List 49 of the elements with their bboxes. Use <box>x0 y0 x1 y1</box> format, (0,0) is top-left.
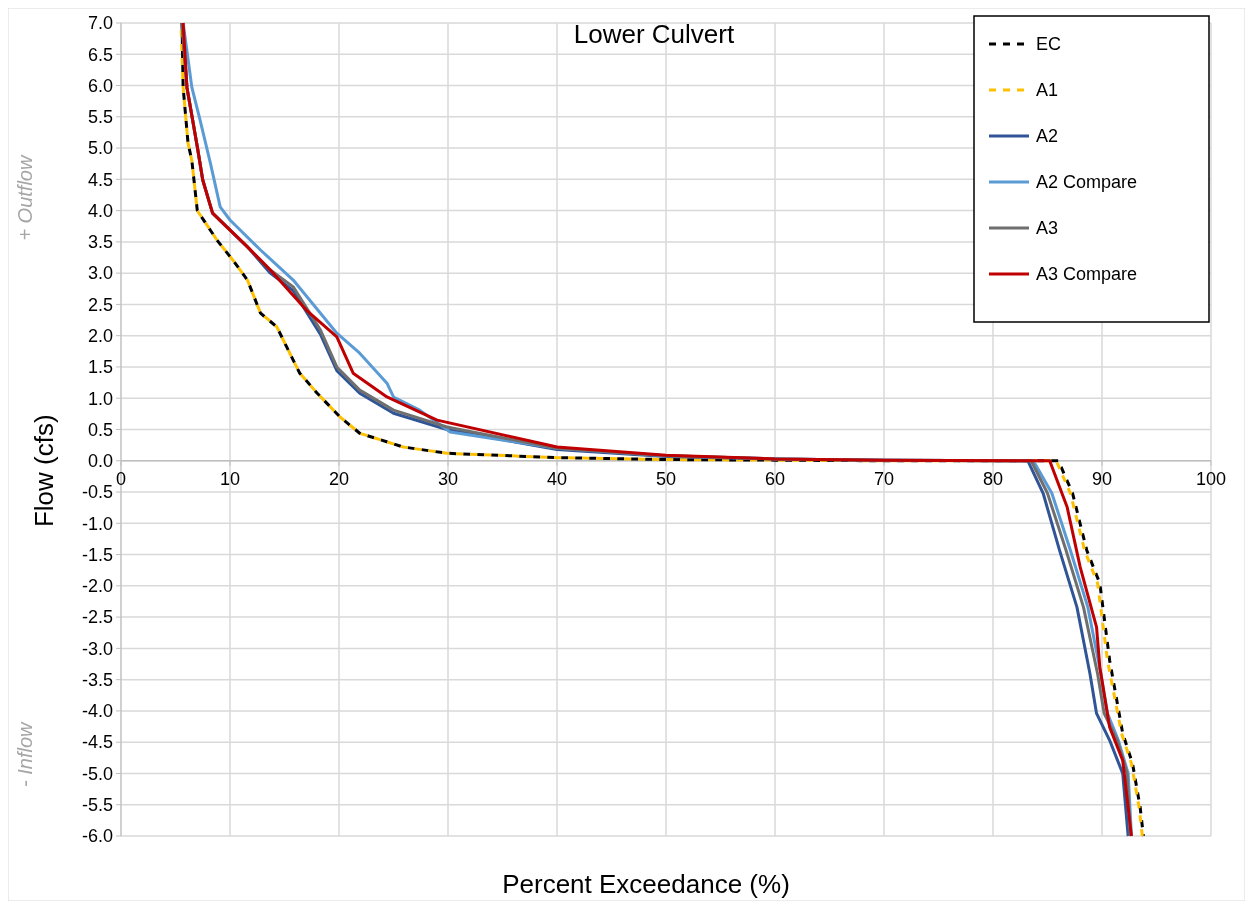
y-tick-label: -1.5 <box>81 544 113 565</box>
y-tick-label: -5.0 <box>81 763 113 784</box>
y-tick-label: -3.0 <box>81 638 113 659</box>
y-tick-label: -2.5 <box>81 607 113 628</box>
y-tick-label: -0.5 <box>81 482 113 503</box>
legend-label: A1 <box>1036 80 1059 101</box>
x-tick-label: 20 <box>328 468 350 489</box>
y-tick-label: 6.0 <box>87 75 113 96</box>
y-tick-label: -4.0 <box>81 701 113 722</box>
legend-label: A2 Compare <box>1036 172 1138 193</box>
y-tick-label: 3.5 <box>87 232 113 253</box>
y-tick-label: 3.0 <box>87 263 113 284</box>
y-tick-label: 0.5 <box>87 419 113 440</box>
y-tick-label: 4.5 <box>87 169 113 190</box>
y-tick-label: -5.5 <box>81 795 113 816</box>
x-tick-label: 60 <box>764 468 786 489</box>
y-tick-label: 1.5 <box>87 357 113 378</box>
x-tick-label: 0 <box>115 468 127 489</box>
x-tick-label: 50 <box>655 468 677 489</box>
x-axis-title: Percent Exceedance (%) <box>502 869 790 899</box>
y-axis-title: Flow (cfs) <box>29 414 59 528</box>
legend-label: A2 <box>1036 126 1059 147</box>
x-tick-label: 10 <box>219 468 241 489</box>
x-tick-label: 70 <box>873 468 895 489</box>
y-tick-label: 2.5 <box>87 294 113 315</box>
y-tick-label: 6.5 <box>87 44 113 65</box>
text: - Inflow <box>14 720 36 787</box>
legend-label: EC <box>1036 34 1062 55</box>
y-tick-label: -6.0 <box>81 826 113 847</box>
y-tick-label: 2.0 <box>87 325 113 346</box>
x-tick-label: 30 <box>437 468 459 489</box>
y-tick-label: 5.0 <box>87 138 113 159</box>
text: + Outflow <box>14 154 36 241</box>
y-tick-label: -4.5 <box>81 732 113 753</box>
x-tick-label: 100 <box>1195 468 1227 489</box>
y-tick-label: -2.0 <box>81 576 113 597</box>
y-tick-label: 1.0 <box>87 388 113 409</box>
legend-label: A3 Compare <box>1036 264 1138 285</box>
y-tick-label: -3.5 <box>81 669 113 690</box>
y-tick-label: 4.0 <box>87 200 113 221</box>
legend-label: A3 <box>1036 218 1059 239</box>
x-tick-label: 80 <box>982 468 1004 489</box>
y-tick-label: 7.0 <box>87 13 113 34</box>
chart-title: Lower Culvert <box>573 19 735 49</box>
x-tick-label: 40 <box>546 468 568 489</box>
y-tick-label: 5.5 <box>87 107 113 128</box>
x-tick-label: 90 <box>1091 468 1113 489</box>
y-tick-label: 0.0 <box>87 451 113 472</box>
y-tick-label: -1.0 <box>81 513 113 534</box>
